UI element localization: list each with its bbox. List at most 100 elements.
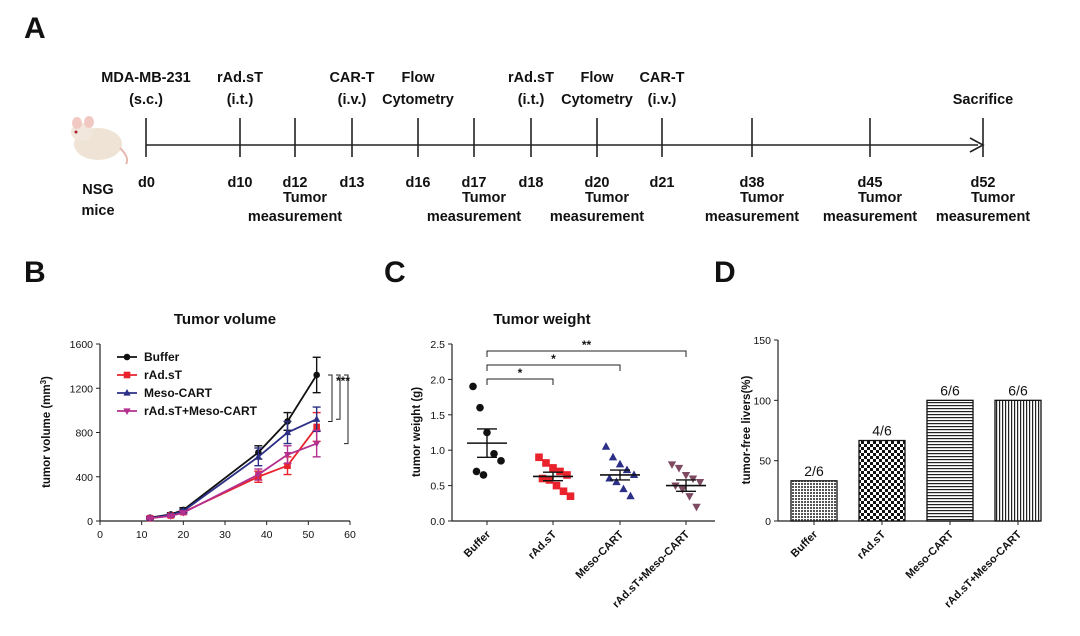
- chart-c-comparison-bracket: [486, 378, 554, 385]
- chart-d-category-label: Meso-CART: [904, 528, 957, 581]
- chart-b-data-point: [254, 471, 262, 479]
- chart-b-xtick-label: 0: [97, 529, 103, 541]
- chart-c-ytick-label: 2.0: [430, 374, 445, 386]
- timeline-day-label: d16: [406, 175, 431, 191]
- chart-b-xtick-label: 30: [219, 529, 231, 541]
- chart-c-ytick-label: 1.0: [430, 445, 445, 457]
- chart-c-comparison-label: **: [582, 338, 592, 352]
- timeline-measure-label: Tumor: [462, 190, 506, 206]
- timeline-measure-label: measurement: [823, 209, 917, 225]
- timeline-measure-label: measurement: [705, 209, 799, 225]
- chart-c-ylabel: tumor weight (g): [411, 387, 423, 477]
- chart-d-bar: [858, 439, 906, 522]
- chart-c-data-point: [476, 403, 484, 412]
- timeline-event-label: Cytometry: [382, 92, 454, 108]
- chart-c-data-point: [622, 465, 632, 474]
- chart-c-data-point: [674, 464, 684, 473]
- timeline-measure-label: measurement: [936, 209, 1030, 225]
- chart-c-data-point: [469, 382, 477, 391]
- chart-b-xtick-label: 20: [177, 529, 189, 541]
- chart-c-category-label: rAd.sT+Meso-CART: [610, 528, 692, 610]
- chart-b-legend-label: rAd.sT: [144, 368, 183, 382]
- timeline-event-label: Sacrifice: [953, 92, 1013, 108]
- timeline-event-label: (i.t.): [518, 92, 545, 108]
- chart-c-title: Tumor weight: [493, 311, 590, 328]
- chart-c-data-point: [552, 481, 561, 490]
- chart-b-data-point: [167, 513, 175, 520]
- chart-b-data-point: [313, 440, 321, 448]
- timeline-measure-label: measurement: [248, 209, 342, 225]
- chart-d-bar: [994, 399, 1042, 522]
- chart-b-data-point: [313, 371, 320, 379]
- chart-b-legend-label: rAd.sT+Meso-CART: [144, 404, 258, 418]
- chart-c-data-point: [472, 467, 481, 476]
- chart-b-legend-label: Meso-CART: [144, 386, 213, 400]
- chart-c-data-point: [549, 464, 557, 472]
- chart-b-legend-marker: [123, 389, 131, 396]
- chart-c-data-point: [615, 459, 625, 468]
- chart-d-category-label: Buffer: [789, 528, 821, 560]
- panel-c-letter: C: [384, 256, 406, 289]
- chart-c-data-point: [545, 476, 554, 484]
- chart-b-ytick-label: 1600: [70, 339, 94, 351]
- timeline-day-label: d21: [650, 175, 675, 191]
- chart-d-bar: [926, 399, 974, 522]
- mouse-icon: [71, 116, 129, 165]
- chart-d-bar-label: 6/6: [1008, 382, 1028, 398]
- chart-c-data-point: [681, 471, 691, 480]
- chart-c-data-point: [497, 457, 505, 465]
- chart-c-comparison-bracket: [486, 350, 687, 357]
- chart-c-data-point: [667, 461, 677, 469]
- chart-d-ylabel: tumor-free livers(%): [741, 376, 753, 485]
- chart-c-data-point: [685, 493, 694, 501]
- timeline-event-label: (i.v.): [648, 92, 677, 108]
- chart-c-comparison-bracket: [486, 364, 621, 371]
- animal-label-line2: mice: [81, 203, 114, 219]
- timeline-measure-label: Tumor: [858, 190, 902, 206]
- timeline-event-label: Flow: [580, 70, 614, 86]
- chart-b-xtick-label: 50: [302, 529, 314, 541]
- timeline-event-label: (i.v.): [338, 92, 367, 108]
- chart-b-data-point: [313, 415, 321, 422]
- chart-b-data-point: [179, 510, 187, 517]
- chart-c-category-label: Buffer: [462, 528, 494, 560]
- chart-c-data-point: [566, 492, 575, 501]
- chart-b-ytick-label: 0: [87, 516, 93, 528]
- chart-c-data-point: [626, 491, 635, 500]
- panel-d-letter: D: [714, 256, 736, 289]
- timeline-day-label: d0: [138, 175, 155, 191]
- chart-b-legend-label: Buffer: [144, 350, 180, 364]
- chart-b-data-point: [283, 451, 292, 459]
- chart-b-data-point: [283, 428, 292, 436]
- chart-c-comparison-label: *: [551, 352, 556, 366]
- panel-b-letter: B: [24, 256, 46, 289]
- timeline-event-label: (i.t.): [227, 92, 254, 108]
- chart-d-bar-label: 4/6: [872, 423, 892, 439]
- chart-c-data-point: [556, 467, 564, 476]
- chart-b-ytick-label: 1200: [70, 383, 94, 395]
- chart-c-data-point: [490, 449, 498, 458]
- chart-c-data-point: [538, 474, 547, 483]
- chart-d-bar-label: 2/6: [804, 463, 824, 479]
- timeline-day-label: d45: [858, 175, 883, 191]
- chart-c-data-point: [535, 453, 543, 462]
- chart-b-data-point: [284, 462, 291, 469]
- chart-b-series-line: [149, 418, 318, 520]
- chart-c-ytick-label: 1.5: [430, 410, 445, 422]
- chart-b-significance-bracket: [328, 374, 333, 422]
- timeline-event-label: Cytometry: [561, 92, 633, 108]
- chart-b-significance-label: ***: [336, 374, 350, 388]
- chart-b-data-point: [254, 452, 262, 460]
- chart-b-ytick-label: 400: [75, 472, 93, 484]
- timeline-day-label: d18: [519, 175, 544, 191]
- chart-d-ytick-label: 0: [765, 516, 771, 528]
- chart-c-data-point: [695, 479, 705, 487]
- chart-c-category-label: Meso-CART: [574, 528, 627, 581]
- tumor-free-livers-chart: tumor-free livers(%) 0 50 100 150 2/6 Buffer 4…: [741, 335, 1042, 610]
- chart-b-series-line: [149, 442, 317, 520]
- chart-d-category-label: rAd.sT: [855, 528, 888, 561]
- chart-b-xtick-label: 10: [136, 529, 148, 541]
- tumor-volume-chart: Tumor volume tumor volume (mm3) 04008001…: [39, 311, 356, 541]
- timeline-measure-label: Tumor: [740, 190, 784, 206]
